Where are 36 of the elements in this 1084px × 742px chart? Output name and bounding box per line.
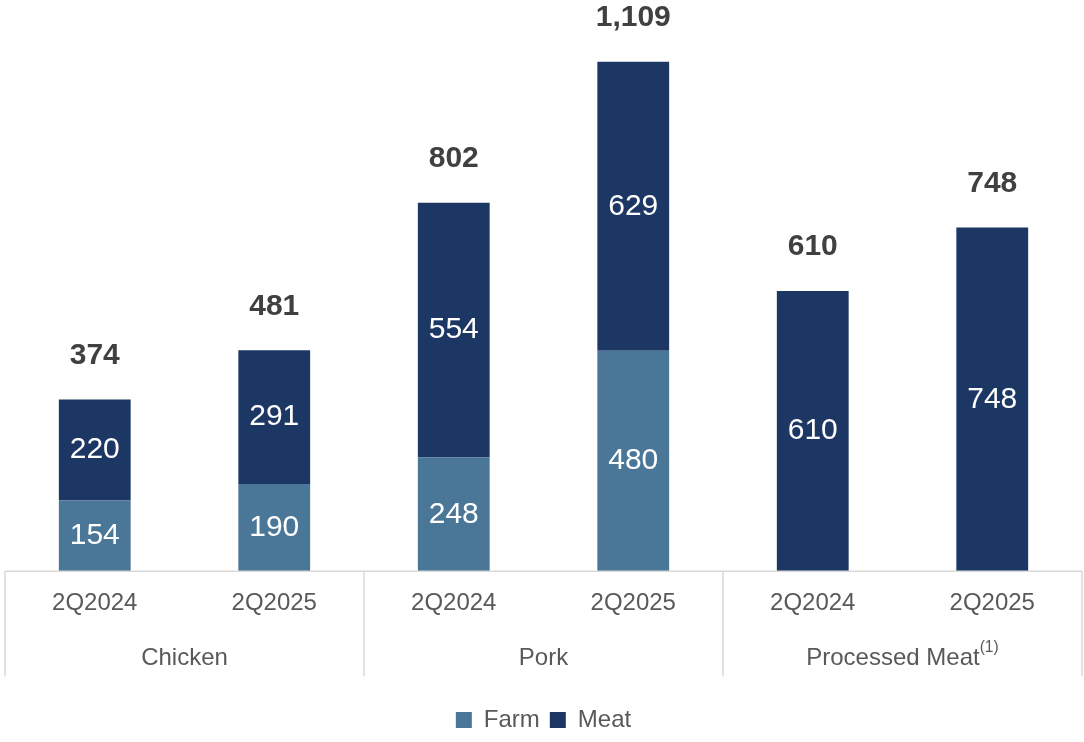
total-label: 481 <box>249 287 300 321</box>
bar <box>238 483 311 572</box>
x-tick-label: 2Q2025 <box>231 588 317 616</box>
data-label: 480 <box>608 442 659 476</box>
data-label: 154 <box>69 517 120 551</box>
bar <box>597 350 670 572</box>
total-label: 374 <box>69 336 121 370</box>
total-label: 1,109 <box>595 0 671 33</box>
bar <box>58 500 131 572</box>
legend-label: Farm <box>483 704 540 732</box>
bar <box>58 399 131 501</box>
data-label: 748 <box>967 380 1018 414</box>
text: Pork <box>518 642 570 670</box>
bar <box>238 350 311 484</box>
bar <box>417 202 490 458</box>
data-label: 220 <box>69 431 120 465</box>
data-label: 190 <box>249 508 300 542</box>
bar <box>417 457 490 572</box>
bar <box>956 227 1029 572</box>
bar <box>597 61 670 351</box>
x-tick-label: 2Q2025 <box>949 588 1035 616</box>
x-tick-label: 2Q2025 <box>590 588 676 616</box>
total-label: 748 <box>967 164 1018 198</box>
text: Chicken <box>141 642 228 670</box>
x-tick-label: 2Q2024 <box>411 588 497 616</box>
legend-label: Meat <box>577 704 632 732</box>
data-label: 554 <box>428 311 479 345</box>
total-label: 802 <box>428 140 479 174</box>
x-tick-label: 2Q2024 <box>52 588 138 616</box>
x-tick-label: 2Q2024 <box>770 588 856 616</box>
data-label: 291 <box>249 398 300 432</box>
data-label: 610 <box>787 412 838 446</box>
total-label: 610 <box>787 228 838 262</box>
data-label: 248 <box>428 495 479 529</box>
data-label: 629 <box>608 187 659 221</box>
bar <box>776 291 849 572</box>
